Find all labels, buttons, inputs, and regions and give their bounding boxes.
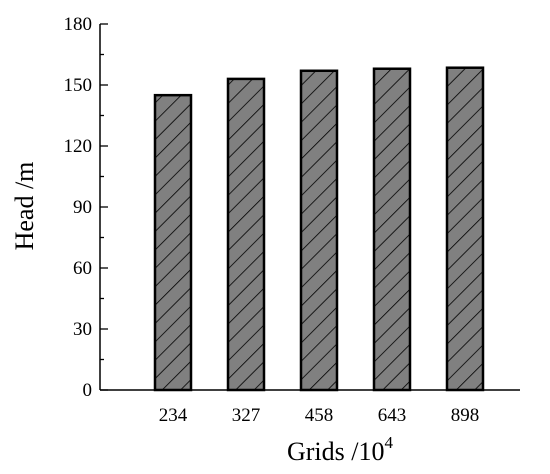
x-axis-ticks: 234 327 458 643 898 xyxy=(159,405,480,426)
bars xyxy=(153,66,485,392)
y-tick-label: 180 xyxy=(64,14,93,35)
y-tick-label: 120 xyxy=(64,136,93,157)
y-axis-ticks: 0 30 60 90 120 150 180 xyxy=(64,14,108,401)
x-tick-label: 458 xyxy=(305,405,334,426)
x-tick-label: 234 xyxy=(159,405,188,426)
x-tick-label: 898 xyxy=(451,405,480,426)
y-tick-label: 60 xyxy=(73,258,92,279)
x-axis-title: Grids /104 xyxy=(287,433,394,466)
x-axis-title-superscript: 4 xyxy=(385,433,394,452)
bar-643 xyxy=(372,67,412,392)
x-tick-label: 643 xyxy=(378,405,407,426)
bar-234 xyxy=(153,93,193,392)
y-tick-label: 90 xyxy=(73,197,92,218)
x-tick-label: 327 xyxy=(232,405,261,426)
x-axis-title-text: Grids /10 xyxy=(287,437,385,466)
bar-898 xyxy=(445,66,485,392)
y-axis-title: Head /m xyxy=(10,162,39,251)
y-tick-label: 30 xyxy=(73,319,92,340)
y-tick-label: 150 xyxy=(64,75,93,96)
bar-458 xyxy=(299,69,339,392)
bar-327 xyxy=(226,77,266,392)
y-tick-label: 0 xyxy=(83,380,93,401)
